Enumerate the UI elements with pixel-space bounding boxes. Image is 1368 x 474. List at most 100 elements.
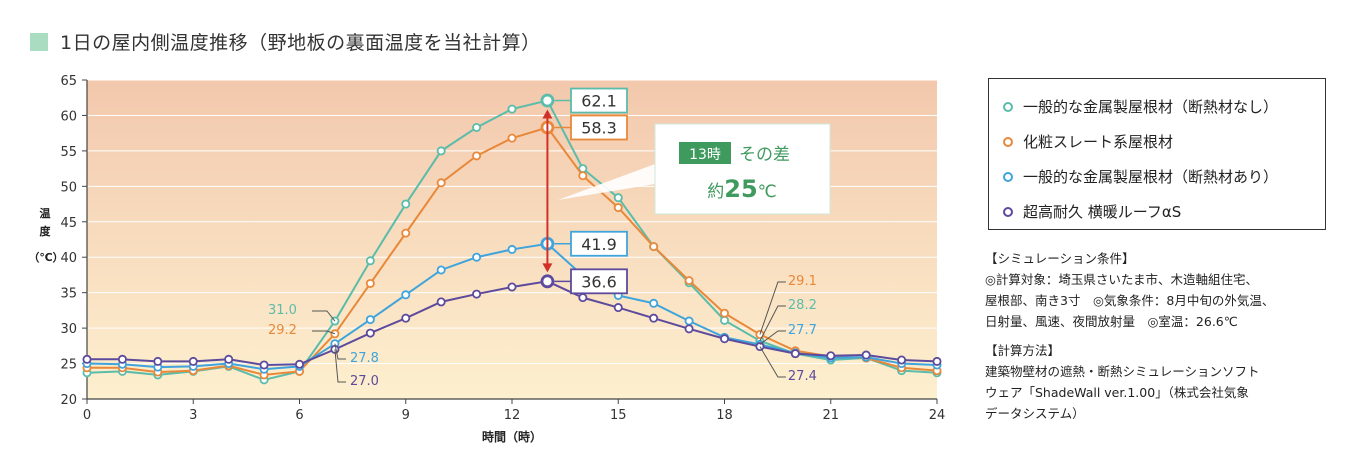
peak-marker-teal <box>540 93 555 108</box>
legend-marker-teal <box>1003 101 1013 112</box>
data-point-teal <box>472 122 482 132</box>
data-point-purple <box>153 356 163 366</box>
legend: 一般的な金属製屋根材（断熱材なし） 化粧スレート系屋根材 一般的な金属製屋根材（… <box>988 78 1326 230</box>
data-point-teal <box>401 199 411 209</box>
data-point-purple <box>684 324 694 334</box>
y-tick-label: 45 <box>60 216 77 231</box>
data-point-orange <box>720 308 730 318</box>
arrow-head-down <box>542 263 553 273</box>
legend-label: 超高耐久 横暖ルーフαS <box>1023 203 1182 221</box>
data-point-purple <box>578 293 588 303</box>
method-line: ウェア「ShadeWall ver.1.00」（株式会社気象 <box>985 385 1249 400</box>
data-point-purple <box>861 350 871 360</box>
x-tick-label: 24 <box>929 408 946 423</box>
notes: 【シミュレーション条件】 ◎計算対象：埼玉県さいたま市、木造軸組住宅、 屋根部、… <box>985 248 1345 424</box>
label-leader <box>334 349 346 383</box>
peak-label-box <box>570 268 628 295</box>
data-point-purple <box>897 355 907 365</box>
y-axis-label: 温 <box>40 206 51 220</box>
y-tick-label: 30 <box>60 322 77 337</box>
label-leader <box>312 330 336 335</box>
label-leader <box>759 330 786 345</box>
callout-tail <box>558 164 655 200</box>
data-point-blue <box>507 244 517 254</box>
data-point-purple <box>720 334 730 344</box>
data-point-purple <box>507 282 517 292</box>
data-point-purple <box>365 328 375 338</box>
data-point-purple <box>932 356 942 366</box>
peak-label: 62.1 <box>581 92 617 111</box>
data-point-blue <box>649 298 659 308</box>
data-point-blue <box>365 315 375 325</box>
arrow-head-up <box>542 109 553 119</box>
left-label: 27.0 <box>350 374 379 389</box>
legend-marker-blue <box>1003 171 1013 182</box>
callout-badge <box>679 142 731 164</box>
y-axis-label: 度 <box>40 224 52 238</box>
chart-title: 1日の屋内側温度推移（野地板の裏面温度を当社計算） <box>60 32 541 54</box>
method-line: データシステム） <box>985 406 1085 421</box>
label-leader <box>759 305 786 342</box>
callout-badge-text: 13時 <box>689 147 721 163</box>
y-tick-label: 55 <box>60 145 77 160</box>
x-tick-label: 3 <box>189 408 197 423</box>
right-label: 28.2 <box>788 298 817 313</box>
method-heading: 【計算方法】 <box>985 343 1061 358</box>
x-tick-label: 0 <box>83 408 91 423</box>
left-label: 31.0 <box>268 303 297 318</box>
x-tick-label: 21 <box>822 408 839 423</box>
data-point-teal <box>436 146 446 156</box>
y-tick-label: 60 <box>60 109 77 124</box>
left-label: 29.2 <box>268 323 297 338</box>
data-point-teal <box>507 104 517 114</box>
callout-text: その差 <box>739 145 790 165</box>
y-tick-label: 50 <box>60 180 77 195</box>
x-tick-label: 9 <box>402 408 410 423</box>
peak-label: 58.3 <box>581 118 617 137</box>
data-point-blue <box>472 252 482 262</box>
data-point-purple <box>82 354 92 364</box>
callout-prefix: 約 <box>707 182 724 202</box>
data-point-purple <box>826 351 836 361</box>
right-label: 27.4 <box>788 369 817 384</box>
label-leader <box>334 343 346 360</box>
sim-heading: 【シミュレーション条件】 <box>985 251 1135 266</box>
label-leader <box>759 281 786 335</box>
data-point-blue <box>684 316 694 326</box>
line-chart: 20 25 30 35 40 45 50 55 60 65 0 3 6 9 12 15 18 21 24 時間（時） 温… <box>28 74 946 444</box>
data-point-purple <box>401 313 411 323</box>
data-point-orange <box>507 133 517 143</box>
x-axis-label: 時間（時） <box>482 429 542 444</box>
right-label: 29.1 <box>788 274 817 289</box>
legend-item-yokodan-roof: 超高耐久 横暖ルーフαS <box>1003 194 1325 229</box>
legend-marker-purple <box>1003 206 1013 217</box>
data-point-teal <box>365 256 375 266</box>
left-label: 27.8 <box>350 351 379 366</box>
callout-box <box>654 123 831 215</box>
peak-label-box <box>570 114 628 141</box>
data-point-orange <box>472 151 482 161</box>
data-point-blue <box>436 265 446 275</box>
data-point-orange <box>365 278 375 288</box>
sim-line: 屋根部、南き3寸 ◎気象条件：8月中旬の外気温、 <box>985 293 1275 308</box>
data-point-orange <box>436 178 446 188</box>
legend-label: 化粧スレート系屋根材 <box>1023 133 1174 151</box>
legend-item-metal-insulated: 一般的な金属製屋根材（断熱材あり） <box>1003 159 1325 194</box>
legend-label: 一般的な金属製屋根材（断熱材なし） <box>1023 98 1279 116</box>
peak-marker-purple <box>540 274 555 289</box>
data-point-purple <box>188 356 198 366</box>
sim-line: ◎計算対象：埼玉県さいたま市、木造軸組住宅、 <box>985 272 1259 287</box>
data-point-purple <box>117 354 127 364</box>
x-tick-label: 6 <box>295 408 303 423</box>
data-point-purple <box>224 354 234 364</box>
legend-item-metal-no-insulation: 一般的な金属製屋根材（断熱材なし） <box>1003 89 1325 124</box>
data-point-purple <box>259 360 269 370</box>
data-point-blue <box>401 290 411 300</box>
data-point-orange <box>684 276 694 286</box>
data-point-orange <box>649 242 659 252</box>
y-tick-label: 65 <box>60 74 77 89</box>
y-tick-label: 20 <box>60 393 77 408</box>
title-marker <box>30 32 48 51</box>
legend-marker-orange <box>1003 136 1013 147</box>
sim-line: 日射量、風速、夜間放射量 ◎室温：26.6℃ <box>985 314 1238 329</box>
